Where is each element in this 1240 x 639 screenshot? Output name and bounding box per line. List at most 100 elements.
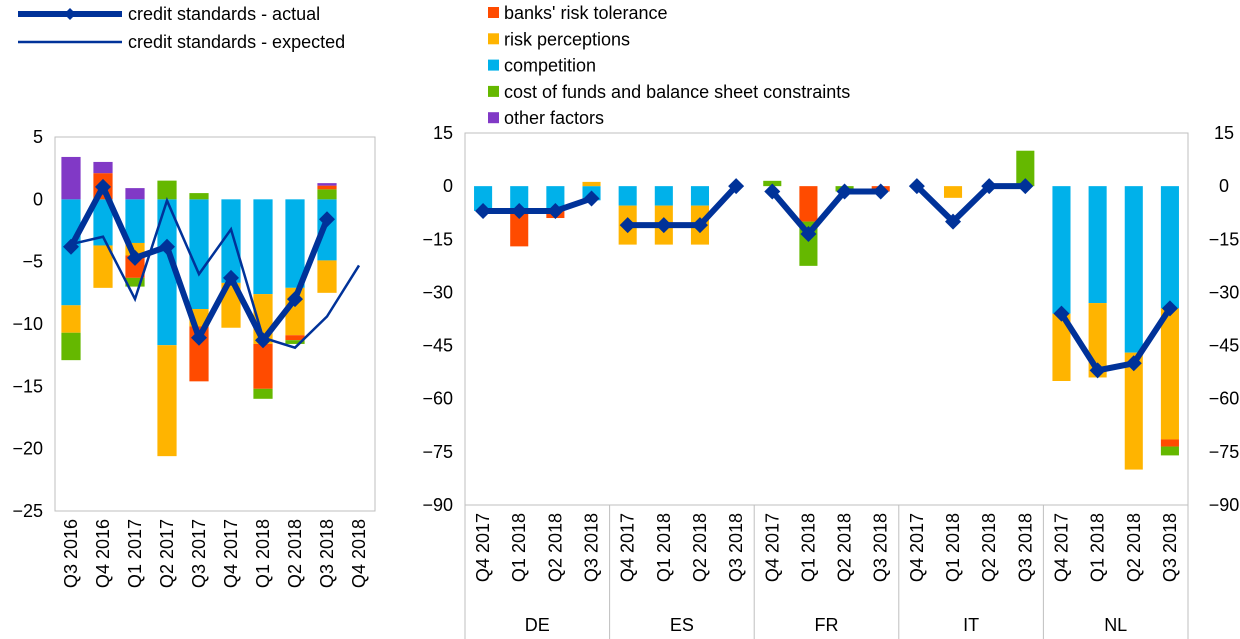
right-bar-segment bbox=[1160, 186, 1179, 309]
right-y-tick-label-right: −60 bbox=[1209, 389, 1240, 409]
right-y-tick-label-left: −15 bbox=[422, 229, 453, 249]
left-bar-segment bbox=[189, 199, 209, 310]
legend-actual-marker bbox=[64, 8, 76, 20]
right-bar-segment bbox=[943, 186, 963, 198]
right-actual-marker bbox=[1053, 305, 1070, 322]
legend-swatch-banks_risk_tolerance bbox=[488, 7, 499, 18]
legend-label-other_factors: other factors bbox=[504, 108, 604, 128]
group-label: NL bbox=[1104, 615, 1127, 635]
left-expected-line bbox=[70, 197, 361, 350]
group-label: DE bbox=[525, 615, 550, 635]
left-actual-marker bbox=[159, 238, 175, 255]
right-actual-marker bbox=[511, 202, 528, 219]
left-bar-segment bbox=[221, 199, 241, 283]
right-x-tick-label: Q4 2017 bbox=[618, 513, 638, 582]
left-bar-segment bbox=[93, 245, 113, 288]
legend-label-risk_perceptions: risk perceptions bbox=[504, 29, 630, 49]
right-x-tick-label: Q4 2017 bbox=[473, 513, 493, 582]
left-actual-marker bbox=[127, 249, 143, 266]
right-actual-marker bbox=[908, 178, 925, 195]
left-bar-segment bbox=[285, 340, 305, 344]
right-bar-segment bbox=[654, 186, 673, 206]
right-bar-segment bbox=[1160, 446, 1179, 456]
legend-label-banks_risk_tolerance: banks' risk tolerance bbox=[504, 3, 668, 23]
legend-label-expected: credit standards - expected bbox=[128, 32, 345, 52]
left-y-tick-label: −15 bbox=[12, 376, 43, 396]
right-x-tick-label: Q2 2018 bbox=[545, 513, 565, 582]
right-y-tick-label-left: −30 bbox=[422, 282, 453, 302]
right-y-tick-label-right: −75 bbox=[1209, 442, 1240, 462]
left-x-tick-label: Q1 2017 bbox=[125, 519, 145, 588]
right-actual-line bbox=[769, 188, 881, 237]
group-label: FR bbox=[815, 615, 839, 635]
left-y-tick-label: 5 bbox=[33, 127, 43, 147]
right-x-tick-label: Q3 2018 bbox=[1160, 513, 1180, 582]
right-y-tick-label-left: −60 bbox=[422, 389, 453, 409]
right-bar-segment bbox=[1124, 186, 1143, 353]
left-bar-segment bbox=[61, 332, 81, 361]
group-label: IT bbox=[963, 615, 979, 635]
right-bar-segment bbox=[799, 186, 818, 222]
right-actual-marker bbox=[619, 217, 636, 234]
left-bar-segment bbox=[285, 335, 305, 341]
left-actual-marker bbox=[63, 238, 79, 255]
right-actual-marker bbox=[1089, 362, 1106, 379]
right-y-tick-label-left: −90 bbox=[422, 495, 453, 515]
right-actual-line bbox=[483, 195, 593, 214]
right-x-tick-label: Q1 2018 bbox=[1088, 513, 1108, 582]
right-x-tick-label: Q4 2017 bbox=[907, 513, 927, 582]
right-bar-segment bbox=[510, 210, 529, 247]
legend-swatch-risk_perceptions bbox=[488, 33, 499, 45]
right-y-tick-label-left: −75 bbox=[422, 442, 453, 462]
left-y-tick-label: −25 bbox=[12, 501, 43, 521]
right-actual-marker bbox=[872, 183, 889, 200]
left-x-tick-label: Q2 2017 bbox=[157, 519, 177, 588]
right-bar-segment bbox=[1160, 439, 1179, 447]
left-y-tick-label: −5 bbox=[22, 252, 43, 272]
right-actual-marker bbox=[945, 213, 962, 230]
right-x-tick-label: Q4 2017 bbox=[762, 513, 782, 582]
right-y-tick-label-right: −45 bbox=[1209, 336, 1240, 356]
left-actual-marker bbox=[319, 211, 335, 228]
right-y-tick-label-right: −30 bbox=[1209, 282, 1240, 302]
right-actual-marker bbox=[728, 178, 745, 195]
right-actual-line bbox=[1058, 306, 1173, 374]
legend-label-cost_of_funds: cost of funds and balance sheet constrai… bbox=[504, 82, 850, 102]
right-actual-marker bbox=[547, 202, 564, 219]
left-x-tick-label: Q4 2017 bbox=[221, 519, 241, 588]
left-bar-segment bbox=[317, 185, 337, 190]
left-x-tick-label: Q3 2016 bbox=[61, 519, 81, 588]
right-x-tick-label: Q3 2018 bbox=[1015, 513, 1035, 582]
left-x-tick-label: Q2 2018 bbox=[285, 519, 305, 588]
right-plot-frame bbox=[464, 132, 1189, 506]
left-bar-segment bbox=[125, 277, 145, 287]
chart-legend: credit standards - actual credit standard… bbox=[18, 3, 850, 128]
left-chart: 5 0 −5 −10 −15 −20 −25 Q3 2016 Q4 2016 Q1 2017 Q2 … bbox=[12, 127, 376, 588]
right-bar-segment bbox=[474, 186, 493, 211]
left-bar-segment bbox=[253, 199, 273, 295]
right-x-tick-label: Q1 2018 bbox=[509, 513, 529, 582]
right-x-tick-label: Q1 2018 bbox=[943, 513, 963, 582]
left-y-tick-label: 0 bbox=[33, 189, 43, 209]
legend-swatch-other_factors bbox=[488, 112, 499, 124]
legend-swatch-competition bbox=[488, 59, 499, 71]
left-bar-segment bbox=[253, 343, 273, 389]
right-actual-marker bbox=[836, 183, 853, 200]
left-bar-segment bbox=[157, 180, 177, 200]
right-bar-segment bbox=[1160, 308, 1179, 440]
right-actual-marker bbox=[1017, 178, 1034, 195]
right-actual-line bbox=[914, 183, 1026, 225]
group-label: ES bbox=[670, 615, 694, 635]
right-bar-segment bbox=[1088, 186, 1107, 304]
right-x-tick-label: Q2 2018 bbox=[835, 513, 855, 582]
legend-swatch-cost_of_funds bbox=[488, 85, 499, 97]
right-x-tick-label: Q3 2018 bbox=[726, 513, 746, 582]
right-actual-marker bbox=[1161, 300, 1178, 317]
right-x-tick-label: Q4 2017 bbox=[1051, 513, 1071, 582]
left-x-tick-label: Q3 2018 bbox=[317, 519, 337, 588]
right-x-tick-label: Q1 2018 bbox=[798, 513, 818, 582]
left-bar-segment bbox=[125, 188, 145, 200]
left-y-tick-label: −20 bbox=[12, 439, 43, 459]
left-actual-marker bbox=[287, 291, 303, 308]
